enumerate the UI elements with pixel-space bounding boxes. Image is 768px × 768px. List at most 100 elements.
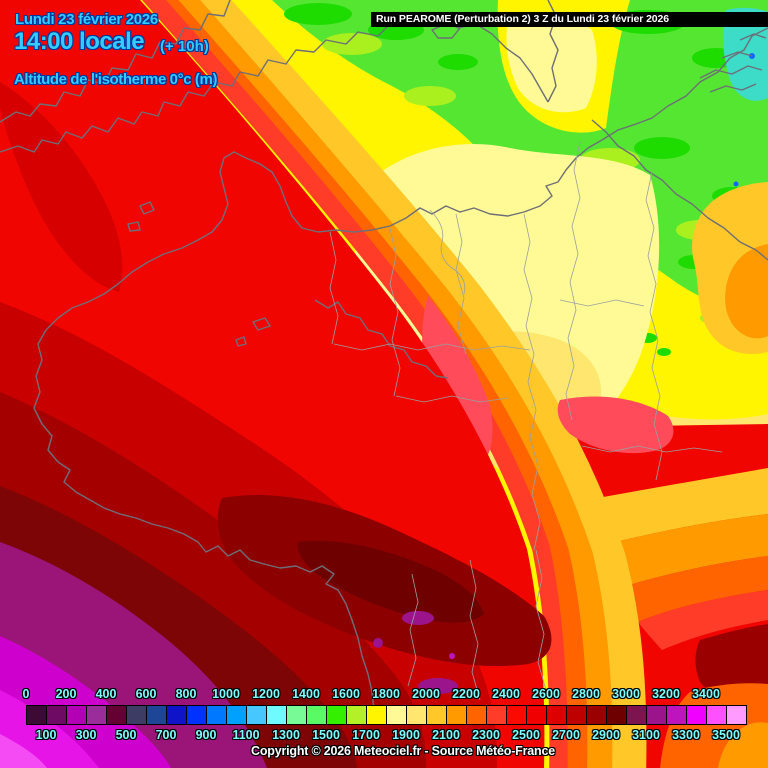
wedge-crimson <box>638 590 768 650</box>
legend-label-bottom: 2300 <box>472 728 500 742</box>
legend-cell <box>627 705 647 725</box>
legend-cell <box>207 705 227 725</box>
legend-cell <box>727 705 747 725</box>
legend-label-top: 2200 <box>452 687 480 701</box>
band-orange-diagonal <box>159 0 613 768</box>
legend-label-bottom: 2100 <box>432 728 460 742</box>
legend-cell <box>707 705 727 725</box>
legend-cell <box>26 705 47 725</box>
legend-cell <box>47 705 67 725</box>
band-orange-right-edge <box>725 244 768 339</box>
coast-england-north <box>0 0 231 123</box>
legend-label-bottom: 2700 <box>552 728 580 742</box>
legend-cell <box>667 705 687 725</box>
legend-label-bottom: 2500 <box>512 728 540 742</box>
legend-label-top: 1800 <box>372 687 400 701</box>
legend-cell <box>307 705 327 725</box>
legend-cell <box>227 705 247 725</box>
date-label: Lundi 23 février 2026 <box>15 11 158 28</box>
legend-cell <box>447 705 467 725</box>
legend-label-top: 1200 <box>252 687 280 701</box>
patch-rose-red <box>422 296 493 466</box>
legend-label-top: 2000 <box>412 687 440 701</box>
border-belgium <box>591 119 768 261</box>
islands-brittany <box>235 317 271 347</box>
parameter-label: Altitude de l'isotherme 0°c (m) <box>14 71 218 88</box>
legend-label-top: 800 <box>175 687 197 701</box>
legend-label-bottom: 3100 <box>632 728 660 742</box>
legend-label-top: 3200 <box>652 687 680 701</box>
legend-label-bottom: 1300 <box>272 728 300 742</box>
legend-cell <box>187 705 207 725</box>
utc-offset-label: (+ 10h) <box>160 38 209 55</box>
legend-label-top: 600 <box>135 687 157 701</box>
wedge-dark-orange <box>610 556 768 622</box>
local-time-label: 14:00 locale <box>14 28 145 55</box>
legend-cell <box>87 705 107 725</box>
legend-label-top: 1400 <box>292 687 320 701</box>
blob-maroon-core <box>297 540 484 623</box>
legend-label-top: 3400 <box>692 687 720 701</box>
legend-label-bottom: 700 <box>155 728 177 742</box>
legend-cell <box>167 705 187 725</box>
legend-cell <box>407 705 427 725</box>
legend-cell <box>267 705 287 725</box>
legend-label-top: 200 <box>55 687 77 701</box>
blue-speck <box>733 181 739 187</box>
legend-cell <box>607 705 627 725</box>
legend-cell <box>587 705 607 725</box>
legend-cell <box>107 705 127 725</box>
blob-orange-corner-2 <box>718 722 768 768</box>
legend-bar <box>26 705 747 725</box>
legend-label-top: 0 <box>22 687 30 701</box>
legend-label-bottom: 1900 <box>392 728 420 742</box>
legend-cell <box>327 705 347 725</box>
coast-france-channel <box>33 27 768 711</box>
patch-rose-red-2 <box>557 396 674 454</box>
legend-label-top: 2800 <box>572 687 600 701</box>
legend-cell <box>367 705 387 725</box>
islands-zeeland <box>699 33 767 93</box>
islands-channel <box>127 201 155 232</box>
legend-cell <box>567 705 587 725</box>
legend-label-bottom: 300 <box>75 728 97 742</box>
run-banner: Run PEAROME (Perturbation 2) 3 Z du Lund… <box>371 12 768 27</box>
legend-cell <box>507 705 527 725</box>
legend-label-bottom: 1100 <box>232 728 260 742</box>
band-gold-diagonal <box>174 0 647 768</box>
legend-label-top: 3000 <box>612 687 640 701</box>
legend-cell <box>287 705 307 725</box>
legend-cell <box>687 705 707 725</box>
legend-label-bottom: 2900 <box>592 728 620 742</box>
legend-label-bottom: 500 <box>115 728 137 742</box>
legend-label-bottom: 1700 <box>352 728 380 742</box>
legend-cell <box>127 705 147 725</box>
legend-cell <box>347 705 367 725</box>
legend-cell <box>67 705 87 725</box>
legend-label-bottom: 100 <box>35 728 57 742</box>
legend-cell <box>147 705 167 725</box>
copyright-label: Copyright © 2026 Meteociel.fr - Source M… <box>251 744 555 758</box>
legend-cell <box>387 705 407 725</box>
legend-labels-bottom: 100 300 500 700 900 1100 1300 1500 1700 1900 2100 2… <box>0 728 768 742</box>
streak-dark-red-topleft <box>0 82 123 292</box>
band-pale-yellow-north <box>506 14 597 113</box>
legend-cell <box>647 705 667 725</box>
legend-labels-top: 0 200 400 600 800 1000 1200 1400 1600 1800 2000 220… <box>0 687 768 701</box>
legend-cell <box>467 705 487 725</box>
legend-label-top: 400 <box>95 687 117 701</box>
purple-spots <box>373 611 458 694</box>
legend-label-top: 2400 <box>492 687 520 701</box>
band-pink-corner <box>0 734 47 768</box>
legend-label-bottom: 900 <box>195 728 217 742</box>
run-banner-text: Run PEAROME (Perturbation 2) 3 Z du Lund… <box>376 13 670 25</box>
legend-cell <box>487 705 507 725</box>
legend-cell <box>547 705 567 725</box>
legend-label-top: 1600 <box>332 687 360 701</box>
legend-cell <box>427 705 447 725</box>
blob-dark-red-corner <box>695 624 768 703</box>
legend-cell <box>247 705 267 725</box>
